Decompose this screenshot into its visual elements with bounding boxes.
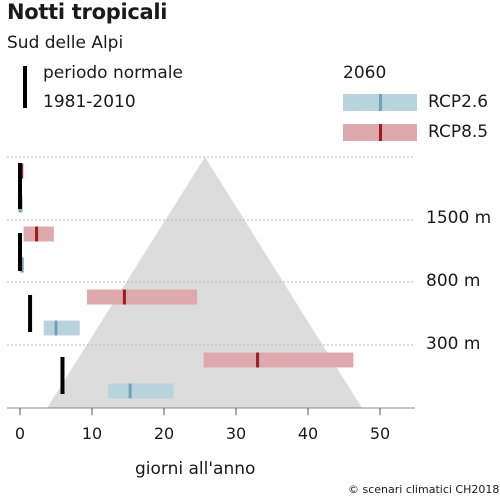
group-4-rcp85-range bbox=[203, 352, 354, 368]
group-2-rcp26-median bbox=[20, 257, 24, 273]
legend-reference-line1: periodo normale bbox=[43, 63, 183, 83]
credit-text: © scenari climatici CH2018 bbox=[348, 483, 500, 496]
group-2-reference-line bbox=[18, 233, 22, 271]
legend-reference-line2: 1981-2010 bbox=[43, 92, 136, 112]
group-3-rcp85-range bbox=[86, 289, 198, 305]
x-tick-label-10: 10 bbox=[81, 424, 103, 443]
elevation-label-1500m: 1500 m bbox=[426, 208, 492, 228]
group-4-rcp85-median bbox=[256, 352, 260, 368]
elevation-label-300m: 300 m bbox=[426, 334, 481, 354]
group-3-reference-line bbox=[28, 295, 33, 332]
group-3-rcp26-median bbox=[54, 320, 58, 336]
chart-title: Notti tropicali bbox=[7, 0, 168, 24]
legend-year: 2060 bbox=[343, 63, 387, 83]
legend-rcp26-label: RCP2.6 bbox=[428, 92, 489, 112]
group-3-rcp26-range bbox=[43, 320, 80, 336]
x-tick-label-40: 40 bbox=[297, 424, 319, 443]
x-tick-label-0: 0 bbox=[14, 424, 26, 443]
x-axis-label: giorni all'anno bbox=[135, 459, 256, 479]
elevation-label-800m: 800 m bbox=[426, 271, 481, 291]
legend-rcp85-label: RCP8.5 bbox=[428, 122, 489, 142]
x-tick-label-20: 20 bbox=[153, 424, 175, 443]
x-tick-label-30: 30 bbox=[225, 424, 247, 443]
legend-rcp85-median bbox=[379, 124, 382, 141]
group-2-rcp85-median bbox=[35, 226, 39, 242]
group-4-rcp26-range bbox=[107, 383, 174, 399]
legend-rcp26-median bbox=[379, 94, 382, 111]
group-4-reference-line bbox=[60, 357, 65, 394]
legend-reference-swatch bbox=[23, 66, 27, 108]
group-4-rcp26-median bbox=[128, 383, 132, 399]
group-1-reference-line bbox=[18, 163, 22, 209]
chart-subtitle: Sud delle Alpi bbox=[7, 33, 124, 53]
group-2-rcp85-range bbox=[23, 226, 54, 242]
group-3-rcp85-median bbox=[122, 289, 126, 305]
x-tick-label-50: 50 bbox=[369, 424, 391, 443]
